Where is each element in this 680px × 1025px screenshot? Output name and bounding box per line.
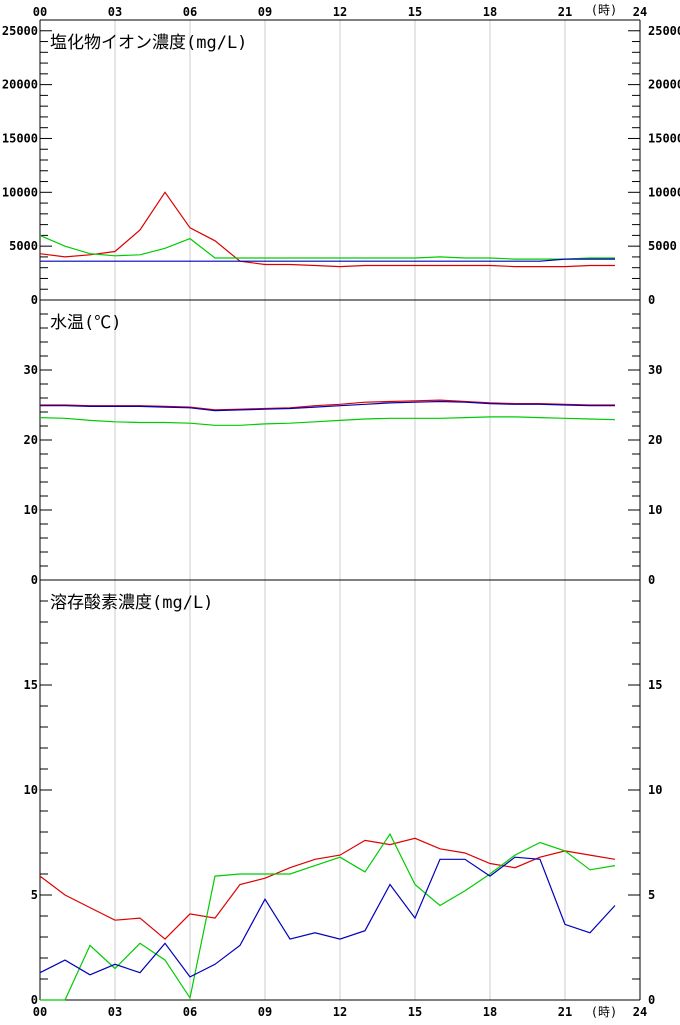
chloride-panel-series-red	[39, 191, 615, 268]
y-tick-label-right: 20000	[648, 78, 680, 92]
x-tick-label-bottom: 06	[183, 1005, 197, 1019]
y-tick-label-right: 0	[648, 573, 655, 587]
chloride-panel-title: 塩化物イオン濃度(mg/L)	[50, 33, 247, 53]
y-tick-label-left: 20	[24, 433, 38, 447]
y-tick-label-right: 15	[648, 678, 662, 692]
y-tick-label-left: 10	[24, 783, 38, 797]
x-tick-label-bottom: 00	[33, 1005, 47, 1019]
y-tick-label-left: 30	[24, 363, 38, 377]
x-tick-label-top: 09	[258, 5, 272, 19]
x-tick-label-top: 15	[408, 5, 422, 19]
dissolved-oxygen-panel-series-red	[39, 837, 616, 940]
y-tick-label-left: 10	[24, 503, 38, 517]
x-tick-label-bottom: 12	[333, 1005, 347, 1019]
y-tick-label-right: 10	[648, 783, 662, 797]
x-tick-label-bottom: 09	[258, 1005, 272, 1019]
y-tick-label-right: 0	[648, 993, 655, 1007]
x-tick-label-top: 24	[633, 5, 647, 19]
chloride-panel-series-green	[39, 234, 615, 260]
y-tick-label-left: 0	[31, 993, 38, 1007]
x-tick-label-bottom: 03	[108, 1005, 122, 1019]
y-tick-label-right: 10000	[648, 185, 680, 199]
x-tick-label-top: 00	[33, 5, 47, 19]
water-temp-panel-title: 水温(℃)	[50, 313, 121, 333]
y-tick-label-right: 20	[648, 433, 662, 447]
dissolved-oxygen-panel-title: 溶存酸素濃度(mg/L)	[50, 593, 213, 613]
y-tick-label-left: 25000	[2, 24, 38, 38]
x-tick-label-bottom: 24	[633, 1005, 647, 1019]
y-tick-label-right: 0	[648, 293, 655, 307]
y-tick-label-left: 20000	[2, 78, 38, 92]
y-tick-label-right: 30	[648, 363, 662, 377]
y-tick-label-right: 5000	[648, 239, 677, 253]
y-tick-label-right: 15000	[648, 131, 680, 145]
water-temp-panel-series-green	[39, 416, 616, 426]
water-temp-panel-series-blue	[40, 400, 615, 412]
dissolved-oxygen-panel-series-green	[40, 832, 616, 1001]
x-tick-label-top: 21	[558, 5, 572, 19]
y-tick-label-left: 5000	[9, 239, 38, 253]
x-tick-label-top: 18	[483, 5, 497, 19]
x-tick-label-top: 06	[183, 5, 197, 19]
x-tick-label-bottom: 15	[408, 1005, 422, 1019]
water-temp-panel-series-red	[40, 399, 615, 411]
y-tick-label-right: 10	[648, 503, 662, 517]
label-layer: 000003030606090912121515181821212424(時)(…	[2, 3, 680, 1019]
y-tick-label-right: 5	[648, 888, 655, 902]
grid-layer	[114, 20, 566, 1000]
x-tick-label-bottom: 21	[558, 1005, 572, 1019]
y-tick-label-right: 25000	[648, 24, 680, 38]
y-tick-label-left: 0	[31, 293, 38, 307]
x-axis-unit-bottom: (時)	[591, 1005, 617, 1019]
y-tick-marks	[40, 19, 640, 1001]
chloride-panel-series-blue	[40, 258, 615, 262]
x-tick-label-top: 03	[108, 5, 122, 19]
x-tick-label-bottom: 18	[483, 1005, 497, 1019]
y-tick-label-left: 10000	[2, 185, 38, 199]
x-axis-unit-top: (時)	[591, 3, 617, 17]
y-tick-label-left: 5	[31, 888, 38, 902]
x-tick-label-top: 12	[333, 5, 347, 19]
y-tick-label-left: 15	[24, 678, 38, 692]
y-tick-label-left: 0	[31, 573, 38, 587]
y-tick-label-left: 15000	[2, 131, 38, 145]
dissolved-oxygen-panel-series-blue	[39, 856, 616, 978]
series-layer	[39, 191, 616, 1001]
